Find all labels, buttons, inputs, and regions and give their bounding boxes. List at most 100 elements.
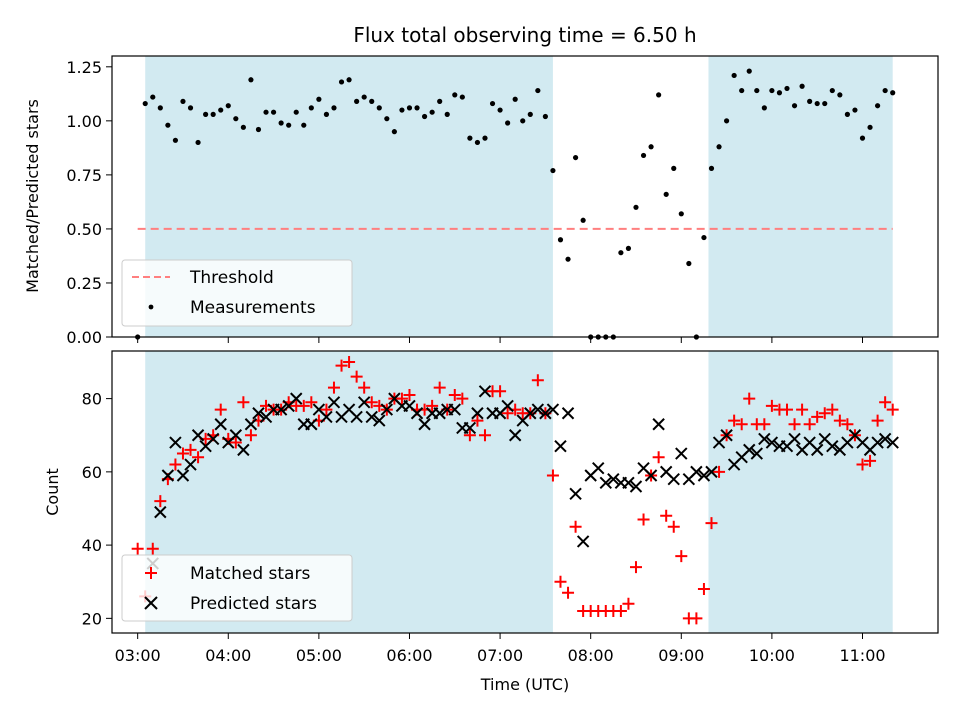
predicted-stars-point	[667, 472, 680, 486]
measurement-point	[520, 118, 526, 124]
measurement-point	[482, 135, 488, 141]
matched-stars-point	[237, 396, 250, 409]
measurement-point	[240, 124, 246, 130]
y-tick-label: 40	[82, 536, 102, 555]
predicted-stars-point	[327, 396, 341, 409]
measurement-point	[656, 92, 662, 98]
measurement-point	[859, 135, 866, 141]
y-tick-label: 0.75	[66, 166, 102, 185]
matched-stars-point	[350, 370, 363, 383]
matched-stars-point	[667, 520, 680, 533]
measurement-point	[489, 100, 496, 107]
matched-stars-point	[463, 429, 476, 442]
matched-stars-point	[697, 583, 710, 596]
threshold-legend-label: Threshold	[189, 268, 274, 288]
measurement-point	[467, 135, 473, 141]
measurement-point	[527, 111, 533, 117]
measurement-point	[723, 118, 730, 124]
measurement-point	[867, 124, 873, 130]
measurement-point	[890, 90, 896, 96]
measurement-point	[308, 105, 314, 111]
matched-stars-point	[562, 586, 575, 599]
predicted-legend-swatch	[144, 596, 158, 610]
measurement-point	[557, 237, 564, 243]
matched-stars-point	[305, 396, 318, 409]
predicted-stars-point	[274, 403, 288, 416]
matched-stars-point	[803, 418, 816, 431]
matched-stars-point	[758, 418, 771, 431]
measurement-point	[565, 256, 571, 262]
predicted-stars-point	[697, 469, 711, 482]
x-tick-label: 11:00	[839, 646, 885, 665]
y-tick-label: 1.25	[66, 58, 102, 77]
measurement-point	[716, 144, 722, 150]
bottom-plot-frame	[111, 350, 939, 634]
matched-stars-point	[833, 414, 846, 427]
matched-stars-point	[879, 396, 892, 409]
measurement-point	[852, 107, 858, 113]
predicted-stars-point	[357, 396, 371, 409]
predicted-stars-point	[878, 432, 892, 446]
measurement-point	[384, 116, 390, 122]
matched-stars-point	[690, 612, 703, 625]
matched-stars-point	[728, 414, 741, 427]
measurement-point	[195, 139, 201, 146]
matched-stars-point	[169, 458, 182, 471]
matched-stars-point	[652, 451, 665, 464]
measurement-point	[678, 211, 684, 217]
measurement-point	[844, 111, 850, 117]
predicted-stars-point	[410, 407, 424, 420]
measurement-point	[739, 87, 745, 94]
predicted-stars-point	[561, 407, 575, 420]
measurement-point	[172, 137, 179, 143]
predicted-stars-point	[184, 458, 197, 471]
matched-stars-point	[826, 403, 839, 416]
x-tick-label: 03:00	[115, 646, 161, 665]
measurement-point	[429, 109, 435, 115]
top-plot-frame	[111, 55, 939, 338]
measurement-point	[761, 105, 767, 111]
matched-stars-point	[229, 436, 242, 449]
matched-stars-point	[705, 517, 718, 530]
measurement-point	[769, 87, 775, 94]
measurement-point	[286, 122, 292, 128]
predicted-stars-point	[350, 410, 363, 424]
predicted-stars-point	[229, 429, 243, 442]
predicted-stars-point	[826, 440, 839, 453]
matched-stars-point	[297, 399, 310, 412]
measurement-point	[338, 79, 345, 85]
bottom-legend-box	[121, 554, 353, 622]
matched-stars-point	[735, 418, 748, 431]
matched-legend-swatch	[145, 567, 157, 579]
x-tick-label: 04:00	[205, 646, 251, 665]
measurement-point	[157, 105, 163, 111]
predicted-stars-point	[463, 421, 477, 435]
measurement-point	[572, 154, 579, 161]
matched-stars-point	[176, 447, 189, 460]
measurement-point	[535, 87, 541, 94]
measurement-point	[618, 250, 624, 256]
x-tick-label: 09:00	[658, 646, 704, 665]
predicted-stars-point	[380, 403, 394, 416]
matched-stars-point	[146, 542, 159, 555]
measurement-point	[671, 165, 677, 171]
measurement-point	[829, 87, 835, 94]
measurement-point	[391, 129, 397, 135]
predicted-stars-point	[433, 407, 446, 420]
measurement-point	[346, 77, 352, 83]
measurement-point	[452, 92, 458, 98]
bottom-legend: Matched stars Predicted stars	[121, 554, 353, 622]
measurement-point	[784, 85, 790, 92]
measurement-point	[731, 72, 737, 79]
predicted-stars-point	[448, 403, 461, 416]
chart-title: Flux total observing time = 6.50 h	[353, 23, 696, 47]
measurement-point	[406, 105, 413, 111]
measurement-point	[505, 120, 511, 126]
measurement-point	[233, 116, 239, 122]
predicted-stars-point	[675, 447, 688, 460]
measurement-point	[369, 98, 375, 104]
measurement-point	[203, 111, 209, 117]
predicted-stars-point	[305, 418, 318, 431]
predicted-stars-point	[592, 461, 605, 475]
measurement-point	[633, 204, 639, 210]
